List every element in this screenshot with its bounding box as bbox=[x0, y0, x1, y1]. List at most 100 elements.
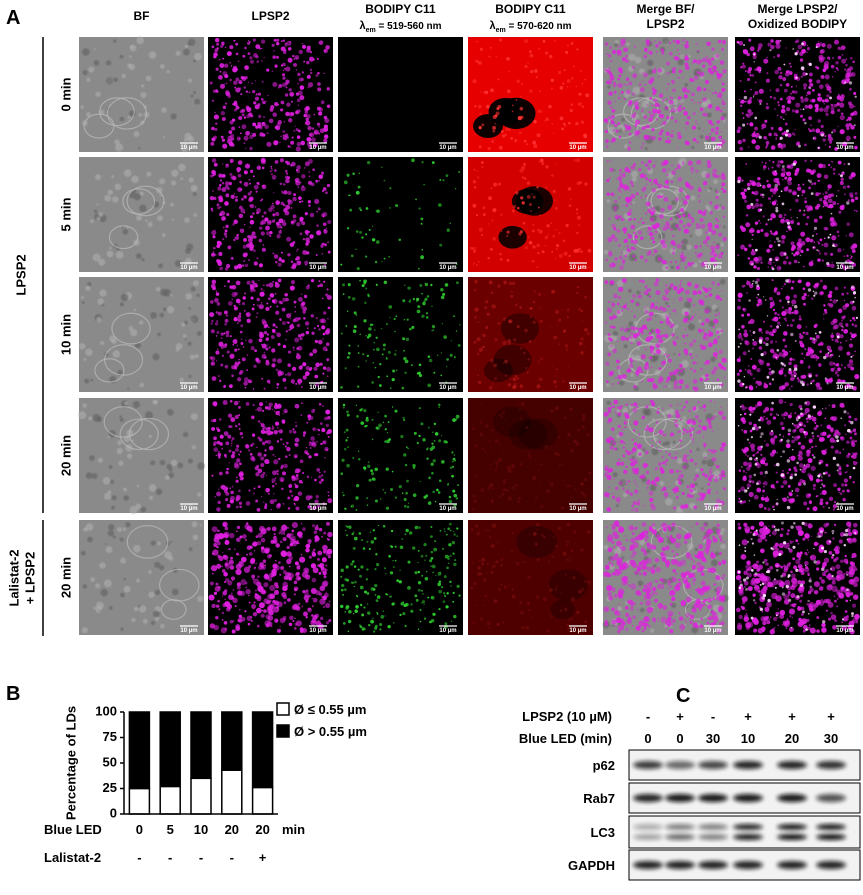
puncta bbox=[235, 298, 241, 304]
puncta bbox=[474, 289, 477, 292]
texture bbox=[115, 143, 124, 152]
puncta bbox=[851, 323, 854, 326]
puncta bbox=[736, 372, 740, 377]
puncta bbox=[790, 217, 792, 219]
puncta bbox=[625, 203, 629, 208]
puncta bbox=[239, 450, 242, 453]
puncta bbox=[441, 322, 444, 325]
puncta bbox=[607, 410, 611, 414]
puncta bbox=[616, 49, 622, 55]
puncta bbox=[263, 56, 265, 59]
puncta bbox=[355, 248, 357, 250]
puncta bbox=[260, 496, 263, 498]
cell-outline bbox=[106, 97, 148, 130]
puncta bbox=[258, 238, 263, 243]
puncta bbox=[746, 182, 751, 187]
puncta bbox=[691, 315, 695, 319]
puncta bbox=[646, 318, 650, 322]
puncta bbox=[657, 257, 662, 261]
puncta bbox=[240, 324, 244, 328]
puncta bbox=[348, 194, 350, 197]
puncta bbox=[216, 203, 220, 207]
puncta bbox=[649, 377, 655, 383]
puncta bbox=[632, 407, 638, 413]
texture bbox=[147, 221, 153, 227]
puncta bbox=[448, 499, 453, 504]
puncta bbox=[575, 85, 578, 88]
puncta bbox=[677, 96, 682, 100]
puncta bbox=[301, 481, 304, 484]
puncta bbox=[677, 227, 682, 231]
puncta bbox=[685, 459, 689, 463]
puncta bbox=[512, 104, 514, 107]
puncta bbox=[808, 186, 811, 190]
puncta bbox=[791, 299, 797, 305]
puncta bbox=[749, 227, 755, 233]
puncta bbox=[819, 107, 824, 112]
puncta bbox=[300, 306, 303, 309]
puncta bbox=[346, 227, 350, 230]
puncta bbox=[778, 316, 781, 319]
puncta bbox=[631, 239, 634, 243]
puncta bbox=[365, 207, 369, 210]
puncta bbox=[293, 498, 296, 502]
puncta bbox=[739, 79, 742, 83]
puncta bbox=[478, 126, 482, 130]
puncta bbox=[704, 186, 706, 189]
puncta bbox=[563, 122, 566, 126]
puncta bbox=[644, 212, 648, 215]
puncta bbox=[304, 321, 310, 326]
puncta bbox=[709, 211, 713, 215]
puncta bbox=[787, 303, 789, 305]
puncta bbox=[846, 266, 849, 269]
puncta bbox=[324, 416, 328, 421]
texture bbox=[190, 286, 196, 292]
puncta bbox=[238, 428, 241, 431]
texture bbox=[87, 281, 92, 287]
puncta bbox=[512, 417, 515, 420]
puncta bbox=[630, 362, 632, 364]
puncta bbox=[368, 228, 371, 231]
puncta bbox=[283, 120, 286, 123]
puncta bbox=[846, 119, 849, 122]
puncta bbox=[242, 237, 248, 243]
puncta bbox=[258, 279, 260, 281]
puncta bbox=[638, 168, 642, 172]
puncta bbox=[382, 347, 386, 351]
puncta bbox=[287, 136, 290, 139]
puncta bbox=[707, 104, 713, 109]
puncta bbox=[739, 146, 744, 151]
puncta bbox=[641, 72, 644, 74]
puncta bbox=[263, 289, 265, 292]
puncta bbox=[625, 125, 632, 131]
scale-bar-label: 10 µm bbox=[569, 506, 586, 512]
texture bbox=[128, 192, 136, 199]
puncta bbox=[216, 491, 222, 497]
puncta bbox=[670, 133, 674, 138]
puncta bbox=[715, 330, 720, 334]
puncta bbox=[347, 355, 350, 359]
puncta bbox=[654, 40, 656, 42]
puncta bbox=[680, 109, 682, 112]
puncta bbox=[566, 316, 569, 319]
puncta bbox=[355, 230, 359, 233]
puncta bbox=[760, 261, 763, 264]
puncta bbox=[682, 428, 686, 432]
puncta bbox=[821, 42, 826, 48]
puncta bbox=[456, 281, 459, 285]
puncta bbox=[489, 358, 494, 363]
puncta bbox=[510, 295, 514, 298]
puncta bbox=[278, 414, 281, 416]
puncta bbox=[224, 46, 227, 48]
puncta bbox=[442, 292, 446, 296]
puncta bbox=[702, 57, 707, 63]
texture bbox=[713, 470, 721, 479]
puncta bbox=[317, 82, 321, 86]
puncta bbox=[621, 373, 627, 379]
scale-bar-label: 10 µm bbox=[704, 145, 721, 151]
puncta bbox=[432, 490, 436, 494]
puncta bbox=[233, 102, 238, 107]
puncta bbox=[219, 379, 222, 383]
texture bbox=[96, 216, 101, 221]
puncta bbox=[538, 362, 541, 365]
